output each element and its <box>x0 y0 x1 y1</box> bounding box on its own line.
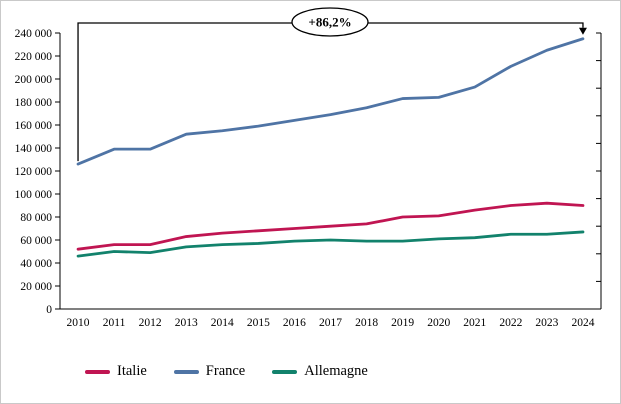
axes: 0 20 000 40 000 60 000 80 000 100 000 120 000 1… <box>15 28 602 329</box>
x-tick-label: 2023 <box>535 317 558 329</box>
x-tick-label: 2024 <box>571 317 594 329</box>
y-tick-label: 20 000 <box>20 281 52 293</box>
annotation-ellipse <box>291 7 369 37</box>
series-line-allemagne <box>76 230 585 258</box>
annotation-label: +86,2% <box>308 15 351 30</box>
x-tick-label: 2015 <box>247 317 270 329</box>
annotation-bracket <box>77 22 584 162</box>
x-tick-label: 2022 <box>499 317 522 329</box>
x-tick-label: 2020 <box>427 317 450 329</box>
x-tick-label: 2014 <box>211 317 234 329</box>
y-tick-label: 80 000 <box>20 212 52 224</box>
legend-item-france: France <box>173 363 246 380</box>
x-tick-label: 2013 <box>175 317 198 329</box>
y-tick-label: 220 000 <box>15 51 53 63</box>
x-tick-label: 2012 <box>139 317 162 329</box>
y-tick-label: 100 000 <box>15 189 53 201</box>
legend-label-allemagne: Allemagne <box>304 363 368 379</box>
y-tick-label: 120 000 <box>15 166 53 178</box>
series-line-italie <box>76 201 585 251</box>
y-tick-label: 140 000 <box>15 143 53 155</box>
x-tick-label: 2011 <box>103 317 126 329</box>
x-tick-label: 2019 <box>391 317 414 329</box>
annotation-callout: +86,2% <box>77 7 587 162</box>
x-tick-label: 2010 <box>67 317 90 329</box>
legend-label-france: France <box>205 363 246 379</box>
y-tick-label: 40 000 <box>20 258 52 270</box>
annotation-arrowhead <box>578 27 587 35</box>
y-tick-label: 60 000 <box>20 235 52 247</box>
x-tick-label: 2017 <box>319 317 342 329</box>
y-tick-label: 160 000 <box>15 120 53 132</box>
legend-swatch-italie <box>85 369 110 374</box>
y-tick-label: 0 <box>46 304 52 316</box>
line-chart: 0 20 000 40 000 60 000 80 000 100 000 120 000 1… <box>15 7 602 329</box>
legend-swatch-france <box>173 369 199 374</box>
x-tick-label: 2018 <box>355 317 378 329</box>
legend-item-italie: Italie <box>85 363 147 380</box>
y-tick-label: 200 000 <box>15 74 53 86</box>
legend: Italie France Allemagne <box>85 363 368 380</box>
series-line-france <box>76 37 585 166</box>
x-tick-label: 2021 <box>463 317 486 329</box>
legend-label-italie: Italie <box>117 363 147 379</box>
y-tick-label: 240 000 <box>15 28 53 40</box>
y-tick-label: 180 000 <box>15 97 53 109</box>
x-tick-label: 2016 <box>283 317 306 329</box>
legend-swatch-allemagne <box>272 369 298 374</box>
legend-item-allemagne: Allemagne <box>272 363 368 380</box>
